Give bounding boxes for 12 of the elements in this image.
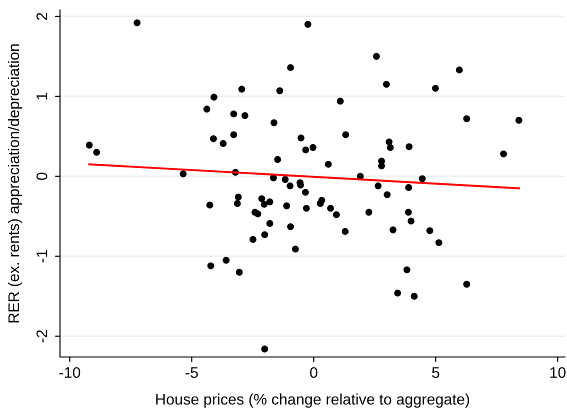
y-tick-label: -1 xyxy=(36,250,48,262)
x-tick-label: 0 xyxy=(310,367,318,378)
y-tick-label: 1 xyxy=(36,92,48,100)
x-tick-label: -10 xyxy=(59,367,80,378)
x-tick-label: 10 xyxy=(550,367,566,378)
x-tick-label: 5 xyxy=(432,367,440,378)
y-tick-label: 0 xyxy=(36,172,48,180)
y-axis-title: RER (ex. rents) appreciation/depreciation xyxy=(8,44,22,322)
y-tick-label: -2 xyxy=(36,330,48,342)
x-axis-title: House prices (% change relative to aggregate) xyxy=(156,393,470,408)
y-tick-label: 2 xyxy=(36,12,48,20)
x-tick-label: -5 xyxy=(186,367,198,378)
